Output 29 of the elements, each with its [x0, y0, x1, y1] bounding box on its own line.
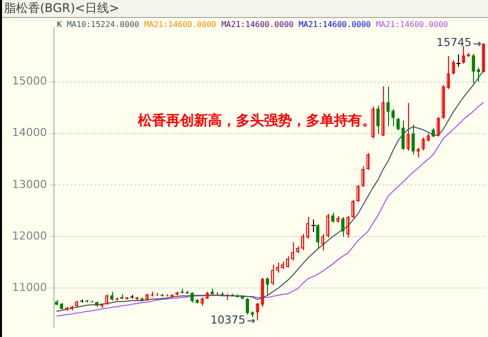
annotation: K [57, 20, 62, 29]
annotation: 15745 [436, 36, 472, 50]
annotation: MA21:14600.0000 [144, 20, 216, 29]
candlestick [246, 297, 249, 315]
candlestick [266, 276, 270, 296]
annotation: MA21:14600.0000 [298, 20, 371, 29]
candlestick [396, 117, 400, 131]
annotation: MA21:14600.0000 [221, 20, 294, 29]
y-tick-label: 12000 [12, 229, 47, 242]
candlestick [331, 212, 334, 224]
candlestick [391, 108, 395, 127]
y-tick-label: 14000 [12, 126, 47, 140]
candlestick [472, 53, 476, 84]
annotation: 松香再创新高，多头强势，多单持有。 [137, 112, 376, 130]
candlestick [386, 86, 390, 127]
candlestick [341, 216, 344, 238]
candlestick [476, 66, 480, 82]
candlestick [190, 292, 194, 304]
y-tick-label: 15000 [12, 74, 47, 88]
annotation: 10375 [210, 313, 246, 326]
y-tick-label: 13000 [12, 178, 47, 191]
candlestick [316, 224, 320, 250]
y-tick-label: 11000 [12, 281, 47, 294]
text: MA21:14600.0000 [376, 20, 448, 29]
candlestick [376, 105, 380, 134]
candlestick [402, 120, 405, 150]
chart-title: 脂松香(BGR)<日线> [2, 0, 488, 18]
text: MA10:15224.0000 [66, 20, 140, 29]
candlestick [412, 124, 415, 156]
